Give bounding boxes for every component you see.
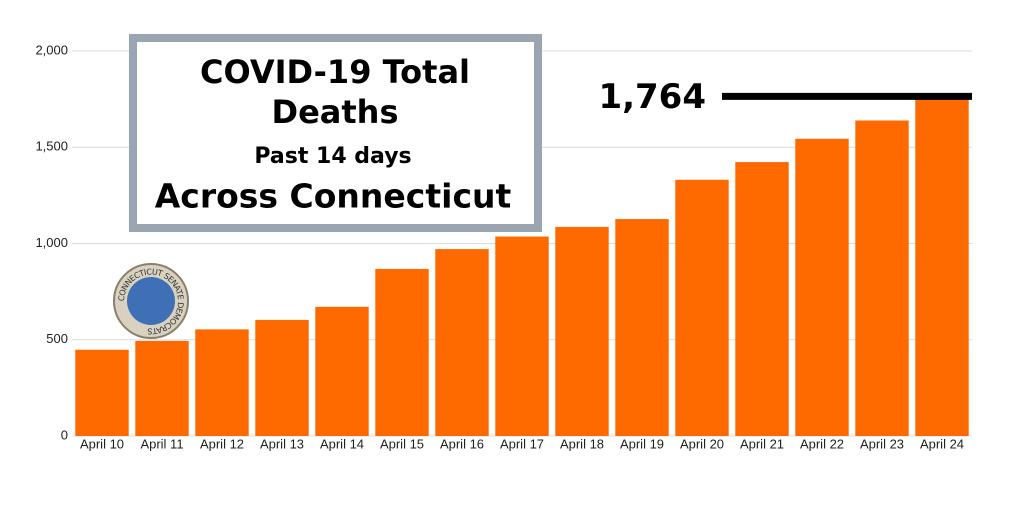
x-tick-label: April 18: [560, 436, 604, 451]
x-tick-label: April 11: [140, 436, 183, 451]
bar: [555, 226, 609, 436]
bar: [375, 268, 429, 436]
bar: [255, 319, 309, 436]
y-tick-label: 500: [46, 331, 68, 346]
x-tick-label: April 14: [320, 436, 364, 451]
logo: CONNECTICUT SENATE DEMOCRATS: [113, 263, 189, 339]
x-tick-label: April 22: [800, 436, 844, 451]
x-tick-label: April 20: [680, 436, 724, 451]
bar: [435, 249, 489, 436]
chart-subtitle: Across Connecticut: [155, 177, 512, 216]
bar: [675, 179, 729, 436]
bar: [195, 329, 249, 436]
chart-title: COVID-19 Total Deaths: [199, 53, 471, 131]
x-tick-label: April 15: [380, 436, 424, 451]
y-tick-label: 0: [61, 427, 68, 442]
x-tick-label: April 13: [260, 436, 304, 451]
bar: [915, 96, 969, 437]
x-tick-label: April 17: [500, 436, 544, 451]
bar: [855, 120, 909, 437]
bars: [75, 96, 969, 437]
x-tick-label: April 24: [920, 436, 964, 451]
title-holder: COVID-19 Total Deaths: [199, 53, 471, 131]
value-label: 1,764: [598, 77, 706, 117]
x-tick-label: April 12: [200, 436, 244, 451]
bar: [135, 340, 189, 436]
y-tick-label: 1,500: [35, 139, 68, 154]
x-tick-label: April 16: [440, 436, 484, 451]
title-box: [129, 34, 542, 232]
x-tick-label: April 10: [80, 436, 124, 451]
bar: [795, 138, 849, 436]
y-tick-label: 1,000: [35, 235, 68, 250]
bar: [75, 349, 129, 436]
x-tick-label: April 19: [620, 436, 664, 451]
x-tick-label: April 21: [740, 436, 784, 451]
logo-center: [127, 277, 175, 325]
bar: [495, 236, 549, 436]
y-tick-label: 2,000: [35, 42, 68, 57]
bar: [315, 306, 369, 436]
chart-subtitle: Past 14 days: [254, 144, 411, 169]
bar: [615, 219, 669, 436]
bar: [735, 162, 789, 436]
x-tick-label: April 23: [860, 436, 904, 451]
